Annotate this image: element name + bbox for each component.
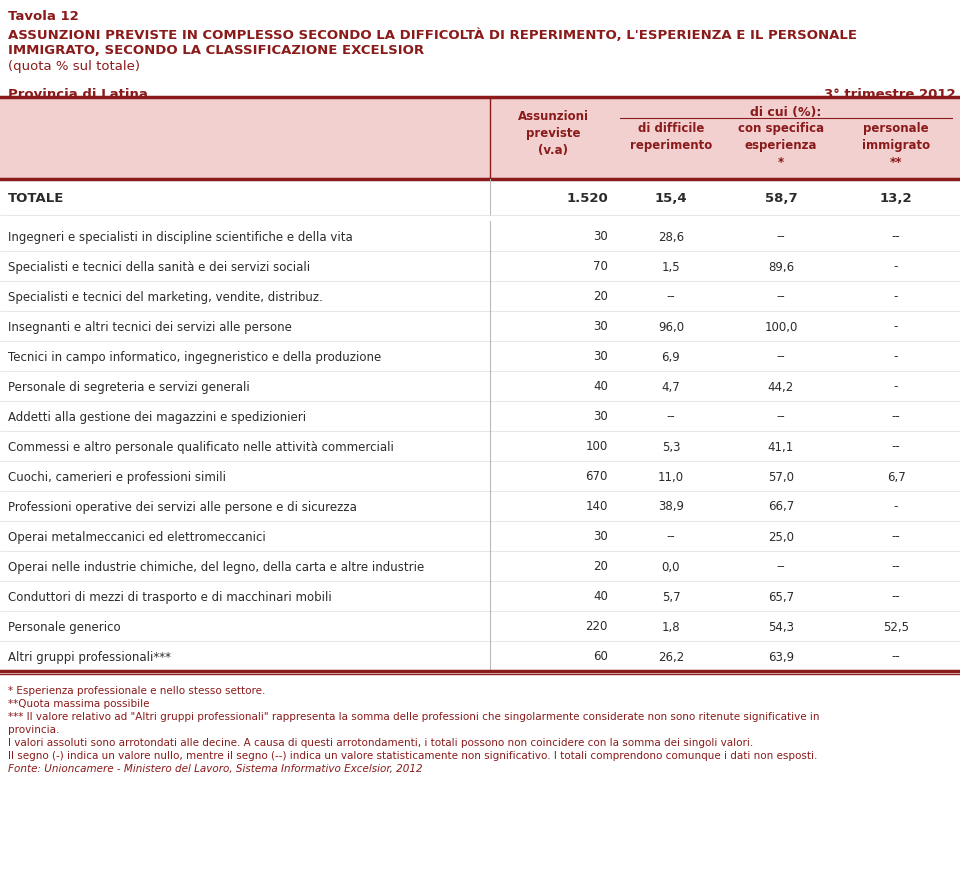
- Text: 54,3: 54,3: [768, 620, 794, 633]
- Text: 100,0: 100,0: [764, 320, 798, 333]
- Text: 140: 140: [586, 500, 608, 513]
- Text: 1.520: 1.520: [566, 191, 608, 205]
- Text: 20: 20: [593, 560, 608, 572]
- Text: 13,2: 13,2: [879, 191, 912, 205]
- Text: 96,0: 96,0: [658, 320, 684, 333]
- Text: provincia.: provincia.: [8, 724, 60, 734]
- Text: -: -: [894, 290, 899, 303]
- Text: --: --: [892, 530, 900, 543]
- Text: Personale di segreteria e servizi generali: Personale di segreteria e servizi genera…: [8, 380, 250, 393]
- Text: Cuochi, camerieri e professioni simili: Cuochi, camerieri e professioni simili: [8, 470, 226, 483]
- Text: 20: 20: [593, 290, 608, 303]
- Text: 41,1: 41,1: [768, 440, 794, 453]
- Text: --: --: [777, 350, 785, 363]
- Text: 25,0: 25,0: [768, 530, 794, 543]
- Text: 6,7: 6,7: [887, 470, 905, 483]
- Text: 5,7: 5,7: [661, 590, 681, 603]
- Text: *** Il valore relativo ad "Altri gruppi professionali" rappresenta la somma dell: *** Il valore relativo ad "Altri gruppi …: [8, 711, 820, 721]
- Text: 6,9: 6,9: [661, 350, 681, 363]
- Text: Altri gruppi professionali***: Altri gruppi professionali***: [8, 650, 171, 663]
- Text: * Esperienza professionale e nello stesso settore.: * Esperienza professionale e nello stess…: [8, 685, 265, 695]
- Text: **Quota massima possibile: **Quota massima possibile: [8, 698, 150, 709]
- Text: Specialisti e tecnici del marketing, vendite, distribuz.: Specialisti e tecnici del marketing, ven…: [8, 290, 323, 303]
- Text: Il segno (-) indica un valore nullo, mentre il segno (--) indica un valore stati: Il segno (-) indica un valore nullo, men…: [8, 750, 817, 760]
- Text: Fonte: Unioncamere - Ministero del Lavoro, Sistema Informativo Excelsior, 2012: Fonte: Unioncamere - Ministero del Lavor…: [8, 763, 422, 774]
- Text: -: -: [894, 500, 899, 513]
- Text: --: --: [892, 440, 900, 453]
- Text: 89,6: 89,6: [768, 260, 794, 273]
- Text: Tavola 12: Tavola 12: [8, 10, 79, 23]
- Text: Provincia di Latina: Provincia di Latina: [8, 88, 148, 101]
- Text: (quota % sul totale): (quota % sul totale): [8, 60, 140, 73]
- Text: 70: 70: [593, 260, 608, 273]
- Text: -: -: [894, 350, 899, 363]
- Text: 15,4: 15,4: [655, 191, 687, 205]
- Text: 65,7: 65,7: [768, 590, 794, 603]
- Text: 220: 220: [586, 620, 608, 633]
- Text: 30: 30: [593, 410, 608, 423]
- Text: 40: 40: [593, 380, 608, 393]
- Text: -: -: [894, 260, 899, 273]
- Text: --: --: [777, 290, 785, 303]
- Text: IMMIGRATO, SECONDO LA CLASSIFICAZIONE EXCELSIOR: IMMIGRATO, SECONDO LA CLASSIFICAZIONE EX…: [8, 44, 424, 57]
- Text: --: --: [777, 560, 785, 572]
- Text: 52,5: 52,5: [883, 620, 909, 633]
- Text: --: --: [666, 530, 676, 543]
- Text: 100: 100: [586, 440, 608, 453]
- Text: Insegnanti e altri tecnici dei servizi alle persone: Insegnanti e altri tecnici dei servizi a…: [8, 320, 292, 333]
- Text: --: --: [892, 650, 900, 663]
- Text: di cui (%):: di cui (%):: [751, 106, 822, 119]
- Text: --: --: [892, 410, 900, 423]
- Text: -: -: [894, 380, 899, 393]
- Text: 57,0: 57,0: [768, 470, 794, 483]
- Text: 66,7: 66,7: [768, 500, 794, 513]
- Text: 44,2: 44,2: [768, 380, 794, 393]
- Text: 26,2: 26,2: [658, 650, 684, 663]
- Text: Professioni operative dei servizi alle persone e di sicurezza: Professioni operative dei servizi alle p…: [8, 500, 357, 513]
- Text: Specialisti e tecnici della sanità e dei servizi sociali: Specialisti e tecnici della sanità e dei…: [8, 260, 310, 273]
- Text: ASSUNZIONI PREVISTE IN COMPLESSO SECONDO LA DIFFICOLTÀ DI REPERIMENTO, L'ESPERIE: ASSUNZIONI PREVISTE IN COMPLESSO SECONDO…: [8, 28, 857, 41]
- Text: 30: 30: [593, 350, 608, 363]
- Text: 0,0: 0,0: [661, 560, 681, 572]
- Text: Assunzioni
previste
(v.a): Assunzioni previste (v.a): [517, 110, 588, 157]
- Text: Ingegneri e specialisti in discipline scientifiche e della vita: Ingegneri e specialisti in discipline sc…: [8, 230, 352, 243]
- Text: con specifica
esperienza
*: con specifica esperienza *: [738, 122, 824, 169]
- Text: --: --: [892, 590, 900, 603]
- Text: -: -: [894, 320, 899, 333]
- Text: 1,8: 1,8: [661, 620, 681, 633]
- Text: Personale generico: Personale generico: [8, 620, 121, 633]
- Text: 38,9: 38,9: [658, 500, 684, 513]
- Text: --: --: [777, 230, 785, 243]
- Text: --: --: [777, 410, 785, 423]
- Text: --: --: [892, 560, 900, 572]
- Text: TOTALE: TOTALE: [8, 191, 64, 205]
- Text: 11,0: 11,0: [658, 470, 684, 483]
- Text: di difficile
reperimento: di difficile reperimento: [630, 122, 712, 152]
- Text: 5,3: 5,3: [661, 440, 681, 453]
- Text: Tecnici in campo informatico, ingegneristico e della produzione: Tecnici in campo informatico, ingegneris…: [8, 350, 381, 363]
- Text: --: --: [892, 230, 900, 243]
- Text: Commessi e altro personale qualificato nelle attività commerciali: Commessi e altro personale qualificato n…: [8, 440, 394, 453]
- Text: 30: 30: [593, 230, 608, 243]
- Text: 30: 30: [593, 530, 608, 543]
- Text: Operai nelle industrie chimiche, del legno, della carta e altre industrie: Operai nelle industrie chimiche, del leg…: [8, 560, 424, 572]
- Text: 58,7: 58,7: [765, 191, 798, 205]
- Text: Operai metalmeccanici ed elettromeccanici: Operai metalmeccanici ed elettromeccanic…: [8, 530, 266, 543]
- Text: Addetti alla gestione dei magazzini e spedizionieri: Addetti alla gestione dei magazzini e sp…: [8, 410, 306, 423]
- Text: 3° trimestre 2012: 3° trimestre 2012: [825, 88, 956, 101]
- Text: 60: 60: [593, 650, 608, 663]
- Text: 670: 670: [586, 470, 608, 483]
- Text: 40: 40: [593, 590, 608, 603]
- Text: --: --: [666, 410, 676, 423]
- Text: 4,7: 4,7: [661, 380, 681, 393]
- Text: I valori assoluti sono arrotondati alle decine. A causa di questi arrotondamenti: I valori assoluti sono arrotondati alle …: [8, 738, 754, 747]
- Text: 63,9: 63,9: [768, 650, 794, 663]
- Text: 1,5: 1,5: [661, 260, 681, 273]
- Text: --: --: [666, 290, 676, 303]
- Text: personale
immigrato
**: personale immigrato **: [862, 122, 930, 169]
- Text: Conduttori di mezzi di trasporto e di macchinari mobili: Conduttori di mezzi di trasporto e di ma…: [8, 590, 332, 603]
- Text: 28,6: 28,6: [658, 230, 684, 243]
- Text: 30: 30: [593, 320, 608, 333]
- Bar: [0, 97, 960, 180]
